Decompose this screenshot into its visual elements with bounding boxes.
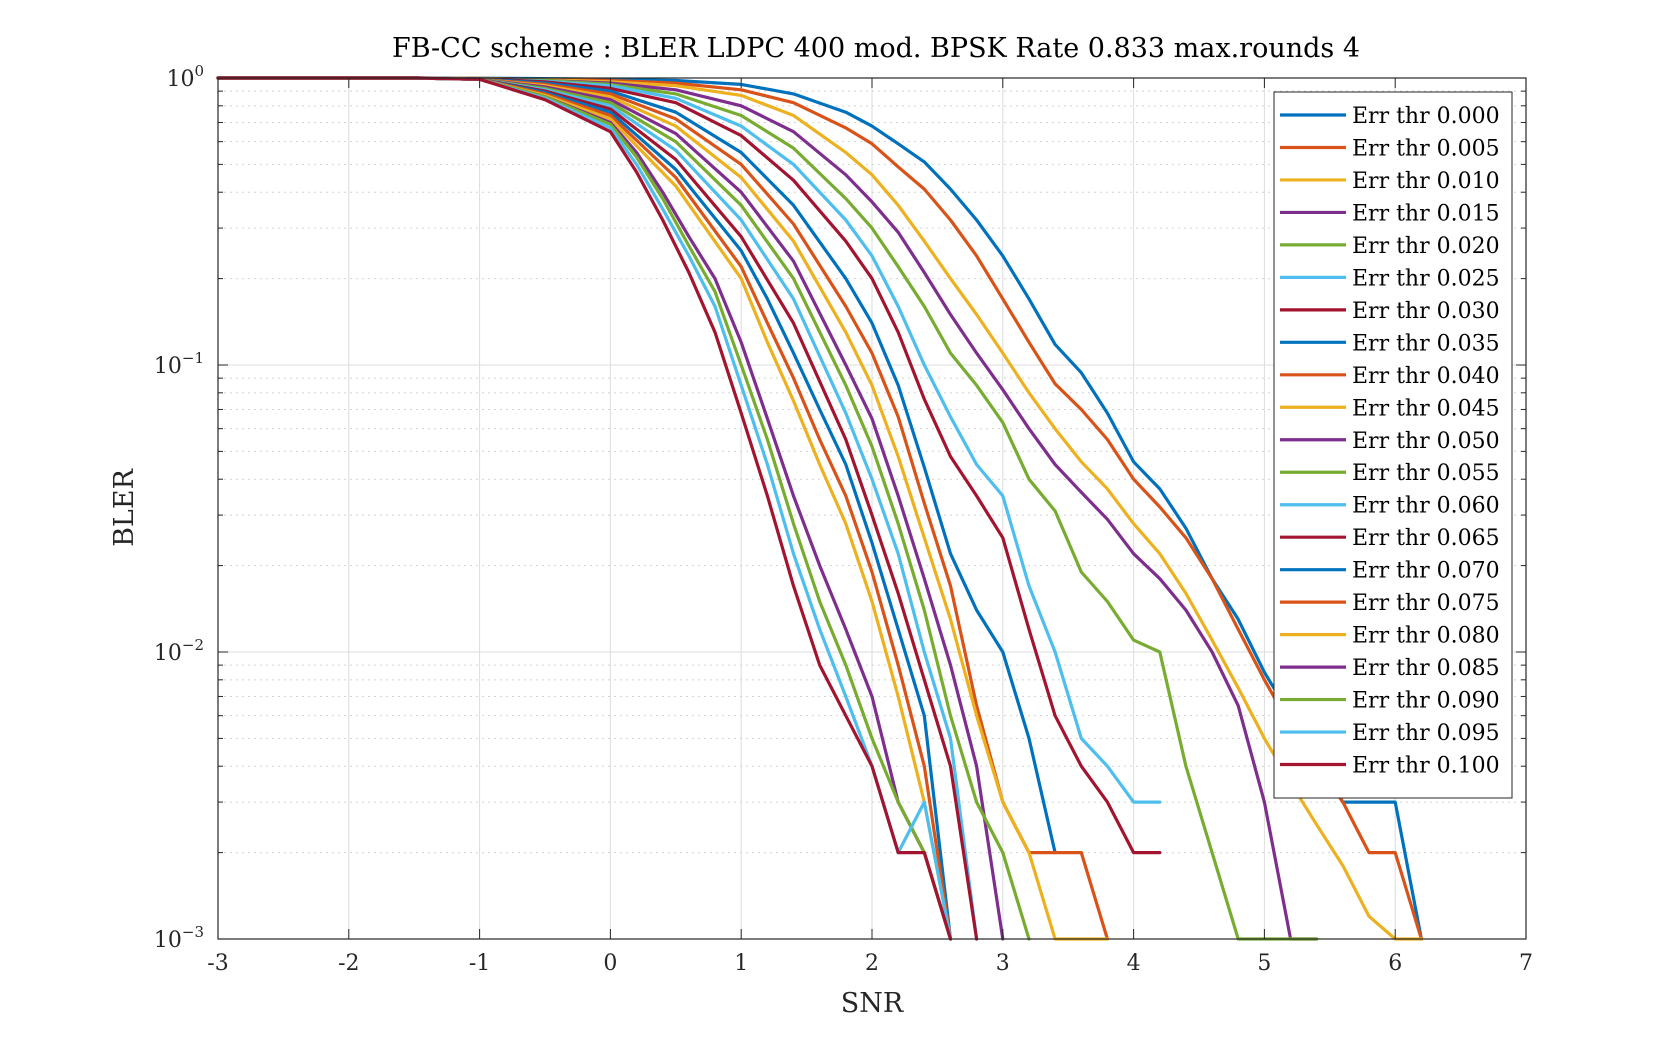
legend-entry: Err thr 0.020: [1352, 234, 1500, 259]
chart-title: FB-CC scheme : BLER LDPC 400 mod. BPSK R…: [392, 33, 1360, 64]
y-tick-label-base: 10: [154, 354, 182, 379]
legend-entry: Err thr 0.085: [1352, 656, 1500, 681]
x-tick-label: 2: [865, 951, 879, 976]
legend-entry: Err thr 0.045: [1352, 396, 1500, 421]
y-tick-label-base: 10: [154, 641, 182, 666]
x-tick-label: 7: [1519, 951, 1533, 976]
legend-entry: Err thr 0.005: [1352, 136, 1500, 161]
x-tick-label: 5: [1257, 951, 1271, 976]
legend-entry: Err thr 0.025: [1352, 266, 1500, 291]
y-tick-label: 10−1: [154, 349, 204, 379]
y-tick-label-base: 10: [166, 67, 194, 92]
y-tick-label-exponent: 0: [194, 62, 204, 80]
legend-entry: Err thr 0.075: [1352, 591, 1500, 616]
legend-entry: Err thr 0.090: [1352, 689, 1500, 714]
legend-entry: Err thr 0.070: [1352, 559, 1500, 584]
x-axis-label: SNR: [841, 988, 904, 1019]
legend-entry: Err thr 0.055: [1352, 461, 1500, 486]
y-tick-label-exponent: −3: [182, 923, 204, 941]
legend-entry: Err thr 0.100: [1352, 754, 1500, 779]
y-axis-label: BLER: [109, 468, 140, 546]
x-tick-label: -2: [338, 951, 359, 976]
legend-entry: Err thr 0.015: [1352, 201, 1500, 226]
x-tick-label: 6: [1388, 951, 1402, 976]
legend: Err thr 0.000 Err thr 0.005 Err thr 0.010 E…: [1273, 91, 1513, 799]
x-tick-label: 4: [1127, 951, 1141, 976]
y-tick-label: 10−3: [154, 923, 204, 953]
y-tick-label-exponent: −1: [182, 349, 204, 367]
legend-entry: Err thr 0.030: [1352, 299, 1500, 324]
legend-entry: Err thr 0.010: [1352, 169, 1500, 194]
legend-entry: Err thr 0.080: [1352, 624, 1500, 649]
legend-entry: Err thr 0.035: [1352, 331, 1500, 356]
y-tick-label: 10−2: [154, 636, 204, 666]
x-tick-label: 0: [603, 951, 617, 976]
legend-entry: Err thr 0.050: [1352, 429, 1500, 454]
legend-entry: Err thr 0.000: [1352, 104, 1500, 129]
x-tick-label: -1: [469, 951, 490, 976]
legend-entry: Err thr 0.060: [1352, 494, 1500, 519]
legend-entry: Err thr 0.095: [1352, 721, 1500, 746]
legend-entry: Err thr 0.065: [1352, 526, 1500, 551]
x-tick-label: -3: [207, 951, 228, 976]
y-tick-label-exponent: −2: [182, 636, 204, 654]
x-tick-label: 1: [734, 951, 748, 976]
legend-entry: Err thr 0.040: [1352, 364, 1500, 389]
y-tick-label: 100: [166, 62, 204, 92]
legend-box: [1273, 91, 1513, 799]
y-tick-label-base: 10: [154, 928, 182, 953]
x-tick-label: 3: [996, 951, 1010, 976]
